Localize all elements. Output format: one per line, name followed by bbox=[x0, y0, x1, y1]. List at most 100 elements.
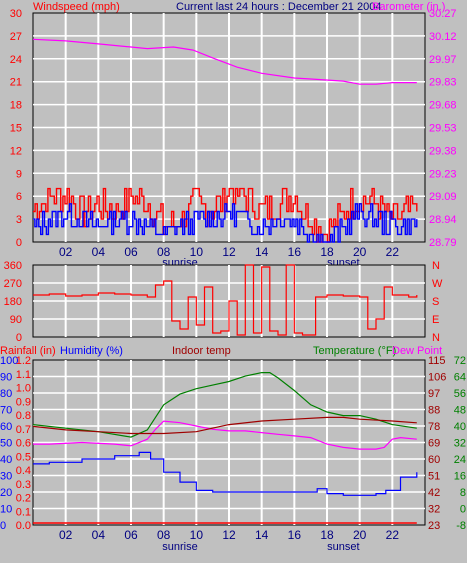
panel3-temperature-tick: 51 bbox=[428, 471, 440, 483]
panel3-rain-label: Rainfall (in) bbox=[0, 345, 56, 357]
panel1-left-tick: 12 bbox=[10, 145, 22, 157]
panel3-xtick-label: 16 bbox=[288, 528, 302, 542]
panel3-xtick-label: 10 bbox=[190, 528, 204, 542]
panel3-temperature-tick: 23 bbox=[428, 520, 440, 532]
panel3-rain-tick: 0.2 bbox=[16, 493, 31, 505]
panel1-xtick-label: 08 bbox=[157, 245, 171, 259]
panel3-temperature-tick: 69 bbox=[428, 438, 440, 450]
dew-point-line bbox=[33, 420, 417, 450]
panel2-left-tick: 270 bbox=[4, 278, 22, 290]
panel1-right-tick: 30.12 bbox=[429, 31, 457, 43]
panel3-rain-tick: 0.9 bbox=[16, 396, 31, 408]
panel1-left-tick: 18 bbox=[10, 100, 22, 112]
panel3-dewpoint-label: Dew Point bbox=[392, 345, 442, 357]
panel3-sunset-label: sunset bbox=[327, 541, 359, 553]
panel3-dewpoint-tick: 72 bbox=[454, 355, 466, 367]
panel3-humidity-tick: 90 bbox=[0, 372, 12, 384]
panel3-rain-tick: 0.7 bbox=[16, 424, 31, 436]
panel3-humidity-tick: 60 bbox=[0, 421, 12, 433]
panel1-right-tick: 28.94 bbox=[429, 214, 457, 226]
panel2-left-tick: 90 bbox=[10, 314, 22, 326]
wind-direction-line bbox=[33, 264, 418, 336]
panel1-left-title: Windspeed (mph) bbox=[33, 1, 120, 13]
panel3-xtick-label: 14 bbox=[255, 528, 269, 542]
panel3-humidity-tick: 30 bbox=[0, 471, 12, 483]
panel3-dewpoint-tick: 40 bbox=[454, 421, 466, 433]
panel1-right-title: Barometer (in.) bbox=[372, 1, 445, 13]
panel2-left-tick: 0 bbox=[16, 332, 22, 344]
panel3-rain-tick: 0.4 bbox=[16, 465, 31, 477]
panel3-dewpoint-tick: 48 bbox=[454, 405, 466, 417]
panel1-xtick-label: 22 bbox=[386, 245, 400, 259]
panel3-dewpoint-tick: 32 bbox=[454, 438, 466, 450]
panel3-humidity-tick: 100 bbox=[0, 355, 18, 367]
panel1-right-tick: 29.09 bbox=[429, 191, 457, 203]
panel1-left-tick: 24 bbox=[10, 54, 22, 66]
panel1-xtick-label: 16 bbox=[288, 245, 302, 259]
panel1-right-tick: 29.97 bbox=[429, 54, 457, 66]
panel3-rain-tick: 0.0 bbox=[16, 520, 31, 532]
panel2-right-tick: N bbox=[432, 260, 440, 272]
panel3-xtick-label: 02 bbox=[59, 528, 73, 542]
panel2-left-tick: 180 bbox=[4, 296, 22, 308]
panel3-rain-tick: 0.6 bbox=[16, 438, 31, 450]
panel1-left-tick: 15 bbox=[10, 123, 22, 135]
indoor-temp-line bbox=[32, 416, 417, 435]
panel3-humidity-tick: 70 bbox=[0, 405, 12, 417]
panel1-right-tick: 29.53 bbox=[429, 123, 457, 135]
panel1-right-tick: 29.68 bbox=[429, 100, 457, 112]
panel3-xtick-label: 22 bbox=[386, 528, 400, 542]
panel3-dewpoint-tick: 0 bbox=[460, 504, 466, 516]
panel2-right-tick: S bbox=[432, 296, 439, 308]
panel1-xtick-label: 10 bbox=[190, 245, 204, 259]
panel3-temperature-tick: 42 bbox=[428, 487, 440, 499]
panel3-xtick-label: 08 bbox=[157, 528, 171, 542]
panel2-right-tick: E bbox=[432, 314, 439, 326]
panel2-right-tick: W bbox=[432, 278, 443, 290]
panel3-rain-tick: 0.1 bbox=[16, 506, 31, 518]
panel1-left-tick: 21 bbox=[10, 77, 22, 89]
panel3-temperature-label: Temperature (°F) bbox=[313, 345, 396, 357]
panel3-temperature-tick: 88 bbox=[428, 405, 440, 417]
panel2-right-tick: N bbox=[432, 332, 440, 344]
panel1-xtick-label: 18 bbox=[320, 245, 334, 259]
panel3-temperature-tick: 78 bbox=[428, 421, 440, 433]
humidity-line bbox=[33, 451, 418, 496]
panel3-rain-tick: 0.3 bbox=[16, 479, 31, 491]
barometer-line bbox=[32, 38, 417, 85]
panel3-humidity-tick: 50 bbox=[0, 438, 12, 450]
panel1-xtick-label: 02 bbox=[59, 245, 73, 259]
panel3-dewpoint-tick: 16 bbox=[454, 471, 466, 483]
panel1-left-tick: 9 bbox=[16, 168, 22, 180]
panel1-left-tick: 0 bbox=[16, 237, 22, 249]
panel3-temperature-tick: 106 bbox=[428, 372, 446, 384]
panel1-left-tick: 3 bbox=[16, 214, 22, 226]
panel3-humidity-tick: 80 bbox=[0, 388, 12, 400]
panel3-temperature-tick: 97 bbox=[428, 388, 440, 400]
panel1-xtick-label: 04 bbox=[92, 245, 106, 259]
panel1-right-tick: 30.27 bbox=[429, 8, 457, 20]
panel1-left-tick: 27 bbox=[10, 31, 22, 43]
panel3-humidity-tick: 20 bbox=[0, 487, 12, 499]
panel3-xtick-label: 18 bbox=[320, 528, 334, 542]
panel-wind-barometer: 02 04 06 08 10 12 14 16 18 20 22302724211815129630… bbox=[10, 8, 457, 269]
panel3-humidity-label: Humidity (%) bbox=[60, 345, 123, 357]
panel1-xtick-label: 06 bbox=[124, 245, 138, 259]
panel3-xtick-label: 04 bbox=[92, 528, 106, 542]
panel3-xtick-label: 06 bbox=[124, 528, 138, 542]
panel1-right-tick: 29.23 bbox=[429, 168, 457, 180]
panel2-left-tick: 360 bbox=[4, 260, 22, 272]
panel1-xtick-label: 12 bbox=[222, 245, 236, 259]
panel3-dewpoint-tick: 8 bbox=[460, 487, 466, 499]
panel3-xtick-label: 20 bbox=[353, 528, 367, 542]
panel1-xtick-label: 20 bbox=[353, 245, 367, 259]
panel1-center-title: Current last 24 hours : December 21 2004 bbox=[176, 1, 381, 13]
panel3-temperature-tick: 32 bbox=[428, 504, 440, 516]
panel3-humidity-tick: 0 bbox=[0, 520, 6, 532]
panel3-dewpoint-tick: 56 bbox=[454, 388, 466, 400]
panel3-humidity-tick: 40 bbox=[0, 454, 12, 466]
